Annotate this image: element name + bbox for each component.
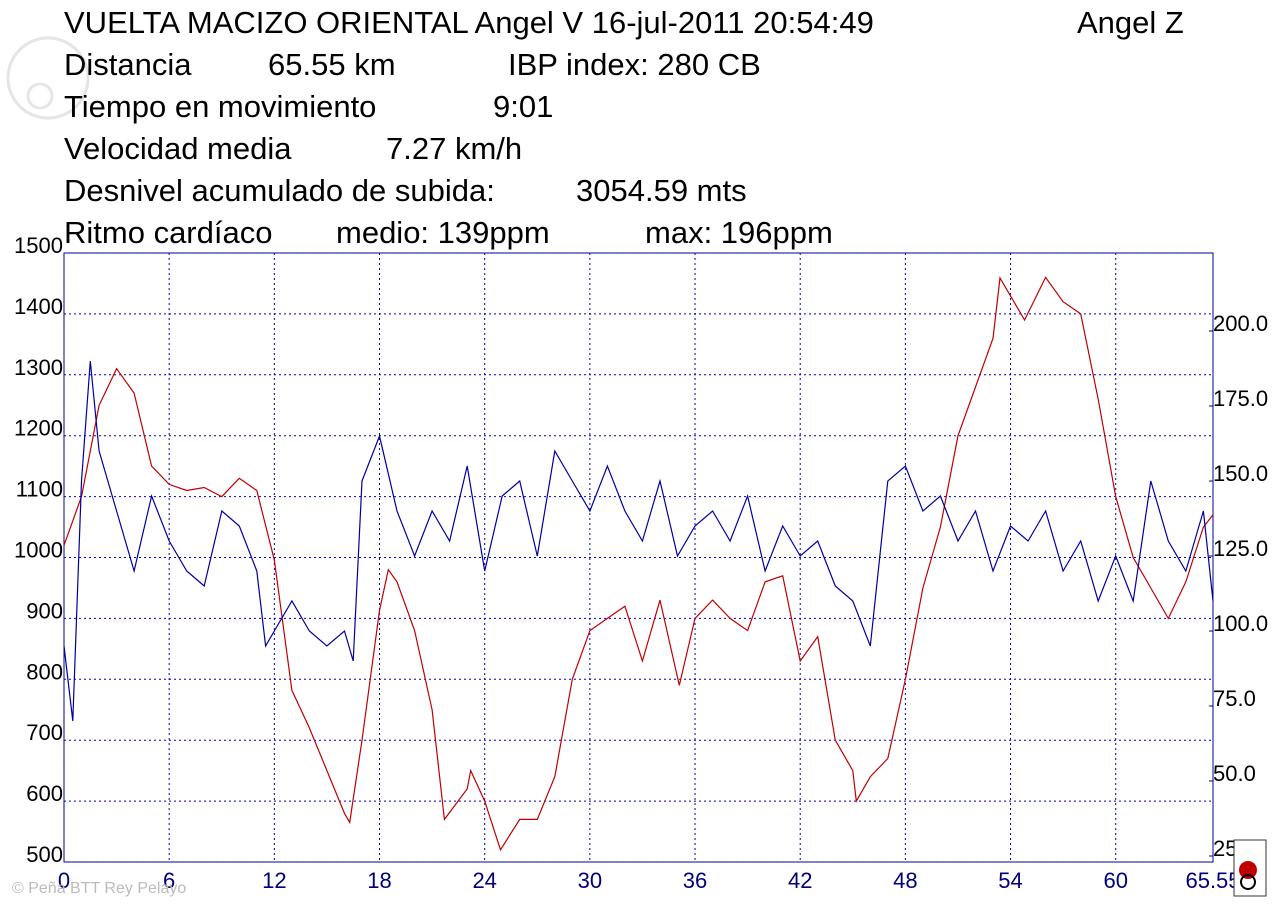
rider: Angel Z bbox=[1077, 5, 1184, 40]
stat-value: 7.27 km/h bbox=[386, 131, 522, 166]
logo bbox=[6, 36, 90, 120]
copyright: © Peña BTT Rey Pelayo bbox=[12, 880, 186, 897]
y-tick-label: 800 bbox=[26, 659, 63, 684]
y2-tick-label: 150.0 bbox=[1213, 461, 1268, 486]
y-tick-label: 1400 bbox=[14, 294, 63, 319]
line-series bbox=[63, 276, 1214, 852]
y2-tick-label: 50.0 bbox=[1213, 761, 1256, 786]
logo-small bbox=[1233, 839, 1267, 897]
stat-label: Desnivel acumulado de subida: bbox=[64, 173, 495, 208]
title: VUELTA MACIZO ORIENTAL Angel V 16-jul-20… bbox=[64, 5, 874, 40]
y2-tick-label: 100.0 bbox=[1213, 611, 1268, 636]
y2-tick-label: 125.0 bbox=[1213, 536, 1268, 561]
y-tick-label: 1500 bbox=[14, 233, 63, 258]
x-tick-label: 65.55 bbox=[1185, 868, 1240, 893]
stat-label: Velocidad media bbox=[64, 131, 292, 166]
x-tick-label: 36 bbox=[683, 868, 707, 893]
y2-tick-label: 175.0 bbox=[1213, 386, 1268, 411]
x-tick-label: 42 bbox=[788, 868, 812, 893]
stat-value: 9:01 bbox=[493, 89, 553, 124]
x-tick-label: 54 bbox=[998, 868, 1022, 893]
stat-extra: IBP index: 280 CB bbox=[508, 47, 761, 82]
stat-value: 65.55 km bbox=[268, 47, 396, 82]
x-tick-label: 6 bbox=[163, 868, 175, 893]
x-tick-label: 12 bbox=[262, 868, 286, 893]
stat-value: 3054.59 mts bbox=[576, 173, 747, 208]
x-tick-label: 48 bbox=[893, 868, 917, 893]
y-tick-label: 1100 bbox=[16, 477, 63, 502]
stat-label: Distancia bbox=[64, 47, 192, 82]
x-tick-label: 60 bbox=[1103, 868, 1127, 893]
y2-tick-label: 200.0 bbox=[1213, 311, 1268, 336]
y-tick-label: 1000 bbox=[14, 538, 63, 563]
y-tick-label: 500 bbox=[26, 842, 63, 867]
x-tick-label: 0 bbox=[58, 868, 70, 893]
line-series bbox=[63, 360, 1214, 722]
stat-extra: max: 196ppm bbox=[645, 215, 833, 250]
y-tick-label: 1300 bbox=[14, 355, 63, 380]
y2-tick-label: 75.0 bbox=[1213, 686, 1256, 711]
x-tick-label: 24 bbox=[472, 868, 496, 893]
y-tick-label: 600 bbox=[26, 781, 63, 806]
stat-value: medio: 139ppm bbox=[336, 215, 550, 250]
y-tick-label: 1200 bbox=[14, 416, 63, 441]
x-tick-label: 30 bbox=[578, 868, 602, 893]
x-tick-label: 18 bbox=[367, 868, 391, 893]
y-tick-label: 700 bbox=[26, 720, 63, 745]
y-tick-label: 900 bbox=[26, 598, 63, 623]
stat-label: Ritmo cardíaco bbox=[64, 215, 272, 250]
stat-label: Tiempo en movimiento bbox=[64, 89, 376, 124]
